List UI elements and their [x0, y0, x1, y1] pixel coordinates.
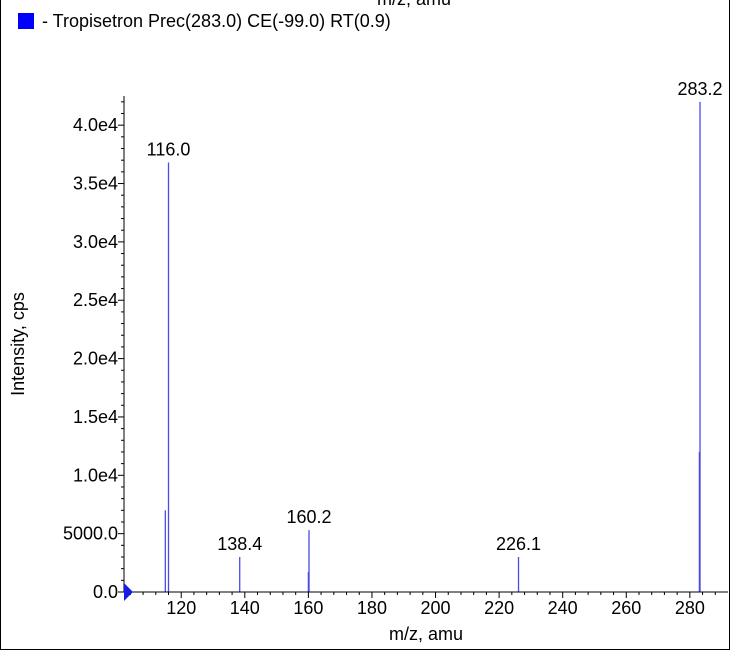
x-tick-label: 140: [230, 598, 260, 618]
peak-label: 226.1: [496, 534, 541, 554]
peak-label: 138.4: [217, 534, 262, 554]
y-tick-label: 1.5e4: [73, 407, 118, 427]
y-tick-label: 5000.0: [63, 524, 118, 544]
y-tick-label: 1.0e4: [73, 465, 118, 485]
y-tick-label: 2.0e4: [73, 349, 118, 369]
x-tick-label: 240: [548, 598, 578, 618]
x-axis-title: m/z, amu: [389, 624, 463, 644]
x-tick-label: 220: [484, 598, 514, 618]
legend-swatch: [18, 13, 34, 29]
peak-label: 116.0: [147, 140, 191, 160]
x-tick-label: 180: [357, 598, 387, 618]
y-axis-ticks: 0.0 5000.0 1.0e4 1.5e4 2.0e4 2.5e4 3.0e4 3.5e4 4…: [63, 101, 124, 602]
peaks: [164, 101, 701, 592]
legend: - Tropisetron Prec(283.0) CE(-99.0) RT(0…: [18, 11, 391, 31]
x-tick-label: 280: [675, 598, 705, 618]
y-tick-label: 2.5e4: [73, 290, 118, 310]
y-tick-label: 3.5e4: [73, 174, 118, 194]
peak-label: 283.2: [678, 79, 723, 99]
y-tick-label: 0.0: [93, 582, 118, 602]
x-axis-ticks: 120 140 160 180 200 220 240 260 280: [129, 592, 716, 618]
x-tick-label: 160: [293, 598, 323, 618]
peak-label: 160.2: [286, 507, 331, 527]
x-tick-label: 260: [611, 598, 641, 618]
x-tick-label: 200: [421, 598, 451, 618]
y-axis-title: Intensity, cps: [8, 292, 28, 396]
y-tick-label: 4.0e4: [73, 115, 118, 135]
peak-labels: 116.0 138.4 160.2 226.1 283.2: [147, 79, 723, 554]
origin-marker[interactable]: [124, 583, 133, 601]
y-tick-label: 3.0e4: [73, 232, 118, 252]
x-tick-label: 120: [166, 598, 196, 618]
clipped-axis-title: m/z, amu: [377, 0, 451, 8]
legend-entry: - Tropisetron Prec(283.0) CE(-99.0) RT(0…: [42, 11, 391, 31]
